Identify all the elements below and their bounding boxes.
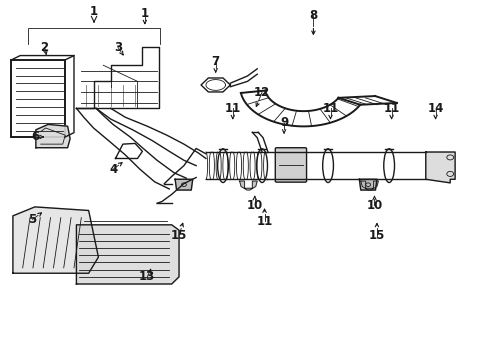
- Text: 13: 13: [139, 270, 155, 283]
- Text: 7: 7: [212, 55, 220, 68]
- Polygon shape: [359, 179, 377, 190]
- Text: 11: 11: [322, 102, 339, 115]
- Text: 1: 1: [90, 5, 98, 18]
- Text: 15: 15: [171, 229, 187, 242]
- Polygon shape: [36, 125, 70, 148]
- Text: 11: 11: [384, 102, 400, 115]
- Text: 1: 1: [141, 7, 149, 20]
- Text: 11: 11: [224, 102, 241, 115]
- Text: 3: 3: [114, 41, 122, 54]
- FancyBboxPatch shape: [275, 148, 307, 182]
- Polygon shape: [76, 225, 179, 284]
- Text: 15: 15: [369, 229, 385, 242]
- Text: 6: 6: [31, 130, 39, 144]
- Polygon shape: [426, 152, 455, 183]
- Bar: [11, 60, 65, 137]
- Text: 12: 12: [254, 86, 270, 99]
- Text: 10: 10: [367, 199, 383, 212]
- Text: 4: 4: [109, 163, 117, 176]
- Text: 8: 8: [309, 9, 318, 22]
- Polygon shape: [13, 207, 98, 273]
- Text: 11: 11: [256, 215, 272, 228]
- Polygon shape: [240, 181, 257, 190]
- Text: 9: 9: [280, 116, 288, 129]
- Text: 10: 10: [246, 199, 263, 212]
- Text: 2: 2: [41, 41, 49, 54]
- Polygon shape: [361, 181, 378, 190]
- Text: 5: 5: [28, 213, 37, 226]
- Polygon shape: [175, 179, 193, 190]
- Text: 14: 14: [427, 102, 444, 115]
